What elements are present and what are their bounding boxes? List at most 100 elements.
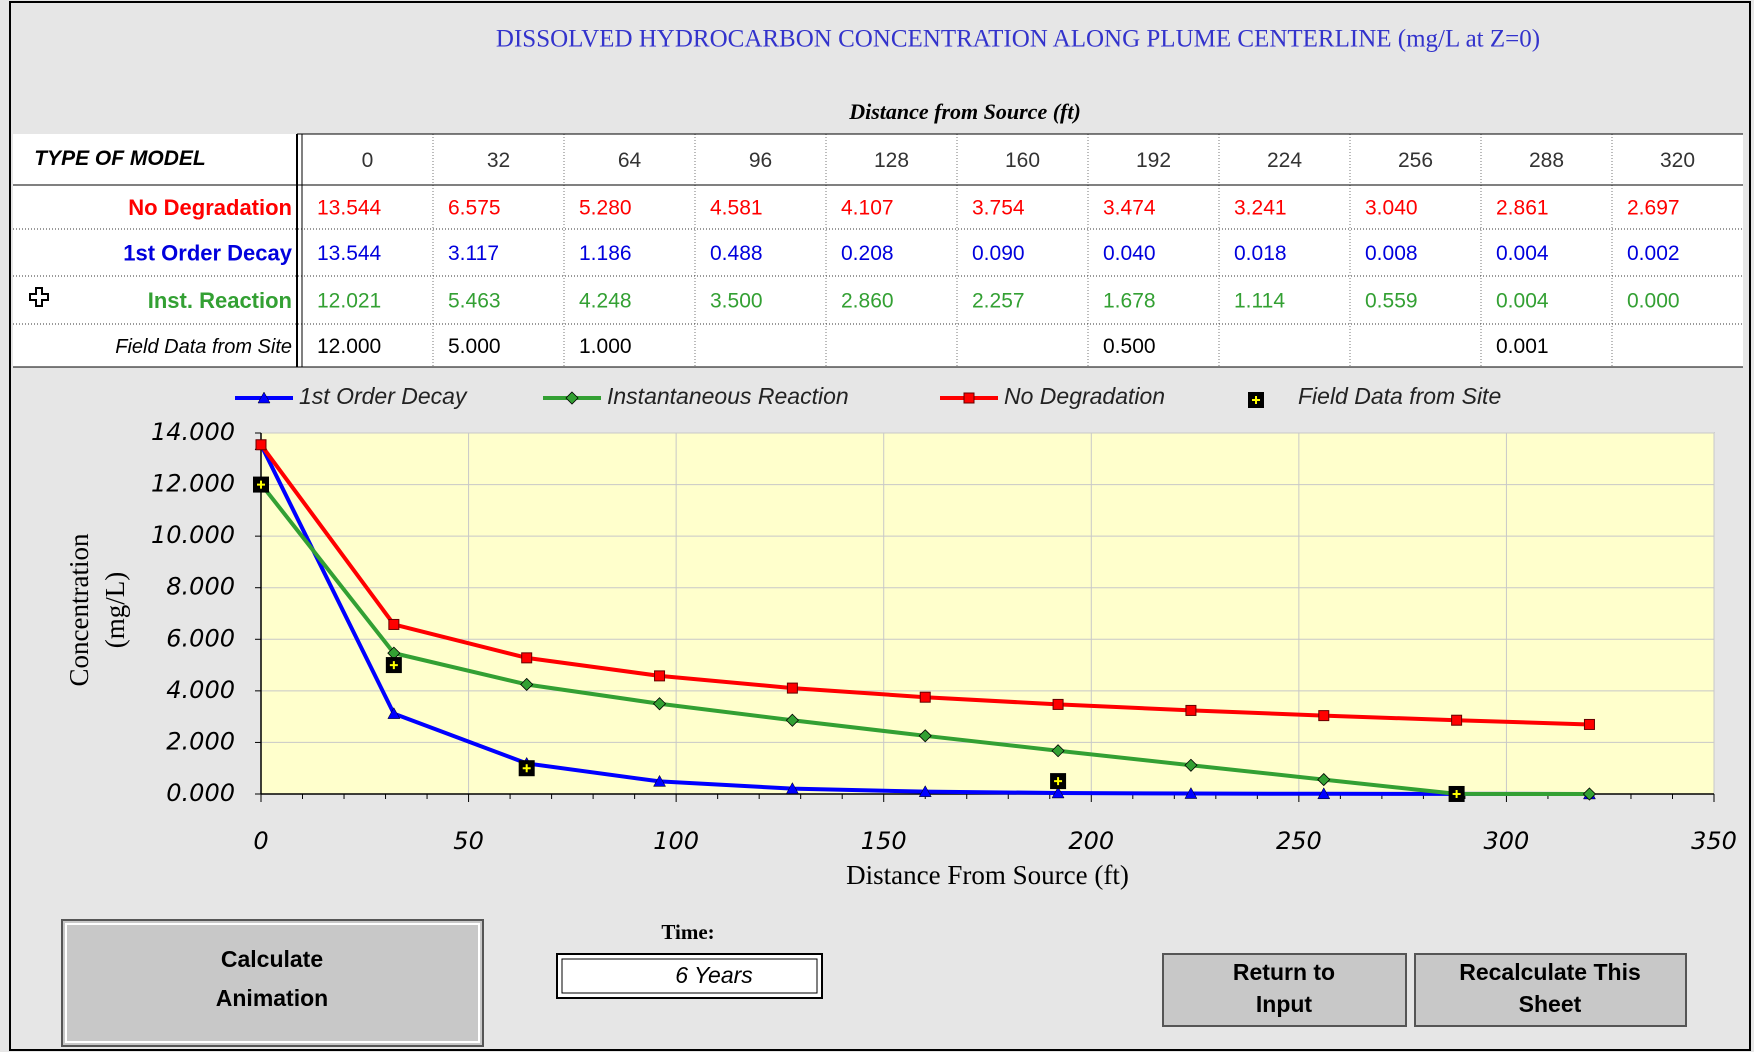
column-header: 256 [1398,149,1433,172]
legend-label: 1st Order Decay [299,383,468,409]
recalculate-label[interactable]: Sheet [1519,991,1582,1017]
marker [520,677,534,692]
table: TYPE OF MODEL 0 32 64 96 128 160 192 224 256 288 32… [13,133,1743,368]
x-tick-label: 0 [253,827,268,855]
legend-marker [963,392,975,404]
y-tick-label: 10.000 [151,521,235,549]
row-label: 1st Order Decay [123,240,293,265]
marker-plus [1252,396,1260,404]
x-tick-label: 200 [1068,827,1114,855]
marker [1185,704,1197,716]
table-caption: Distance from Source (ft) [848,99,1081,124]
row-label: No Degradation [128,195,292,220]
x-tick-label: 150 [861,827,907,855]
y-tick-label: 4.000 [166,676,235,704]
x-tick-label: 50 [453,827,484,855]
table-cell: 4.107 [841,197,894,220]
marker-plus [1452,789,1461,798]
calculate-label[interactable]: Animation [216,985,328,1011]
marker [1051,786,1065,799]
column-header: 320 [1660,149,1695,172]
legend-marker [565,391,579,405]
table-cell: 2.860 [841,290,894,313]
table-bg [13,134,1743,367]
marker [1582,787,1597,801]
table-cell: 13.544 [317,242,382,265]
marker [1050,773,1067,790]
table-cell: 3.474 [1103,197,1156,220]
table-cell: 3.040 [1365,197,1418,220]
row-label: Field Data from Site [115,336,292,358]
calculate-button[interactable] [61,919,484,1047]
button-bevel [65,923,480,1043]
marker [1052,698,1064,710]
marker [253,476,269,493]
marker [919,691,931,703]
controls: Calculate Animation Time: 6 Years Return… [61,919,1687,1047]
chart: 0.000 2.000 4.000 6.000 8.000 10.000 12.000 14.… [64,383,1737,890]
marker [652,697,667,711]
column-header: 128 [874,149,909,172]
table-cell: 2.257 [972,290,1025,313]
legend-marker [1248,392,1264,408]
page-title: DISSOLVED HYDROCARBON CONCENTRATION ALON… [496,26,1540,53]
marker-plus [257,480,265,489]
marker [918,785,932,797]
column-header: 160 [1005,149,1040,172]
marker [1184,787,1198,799]
table-cell: 0.208 [841,242,894,265]
y-tick-label: 2.000 [166,727,235,755]
table-cell: 3.241 [1234,197,1287,220]
table-cell: 4.581 [710,197,763,220]
table-cell: 5.463 [448,290,501,313]
column-header: 192 [1136,149,1171,172]
table-cell: 0.500 [1103,335,1156,358]
marker-plus [1054,777,1063,786]
time-label: Time: [661,920,714,944]
table-cell: 12.021 [317,290,381,313]
marker [785,782,799,794]
table-cell: 13.544 [317,197,382,220]
recalculate-button[interactable] [1414,953,1687,1027]
table-cell: 1.186 [579,242,632,265]
marker [1451,714,1463,726]
table-cell: 0.000 [1627,290,1680,313]
table-cell: 3.117 [448,242,499,265]
y-tick-label: 12.000 [151,470,235,498]
legend-label: Instantaneous Reaction [607,383,849,409]
y-tick-label: 0.000 [166,779,235,807]
marker [518,760,535,777]
time-field [556,953,823,999]
table-cell: 0.018 [1234,242,1287,265]
marker [1448,785,1465,802]
recalculate-label[interactable]: Recalculate This [1459,959,1641,985]
x-tick-label: 350 [1691,827,1737,855]
marker [1317,787,1331,800]
table-cell: 2.861 [1496,197,1549,220]
legend-label: Field Data from Site [1298,383,1501,409]
table-cell: 0.008 [1365,242,1418,265]
legend-label: No Degradation [1004,383,1165,409]
x-tick-label: 250 [1276,827,1322,855]
marker [786,682,798,694]
marker [1583,718,1595,730]
marker [654,670,666,682]
x-tick-label: 100 [653,827,699,855]
table-cell: 1.678 [1103,290,1156,313]
calculate-label[interactable]: Calculate [221,946,323,972]
return-label[interactable]: Input [1256,991,1313,1017]
plot-area [260,432,1715,795]
return-button[interactable] [1162,953,1407,1027]
y-axis-label: Concentration [64,533,94,686]
y-tick-label: 8.000 [166,573,235,601]
marker [521,652,533,664]
y-tick-label: 14.000 [151,418,235,446]
return-label[interactable]: Return to [1233,959,1335,985]
table-cell: 2.697 [1627,197,1680,220]
marker-plus [522,764,531,773]
y-axis-label: (mg/L) [100,572,130,648]
table-cell: 0.004 [1496,242,1549,265]
legend-marker [257,391,271,404]
